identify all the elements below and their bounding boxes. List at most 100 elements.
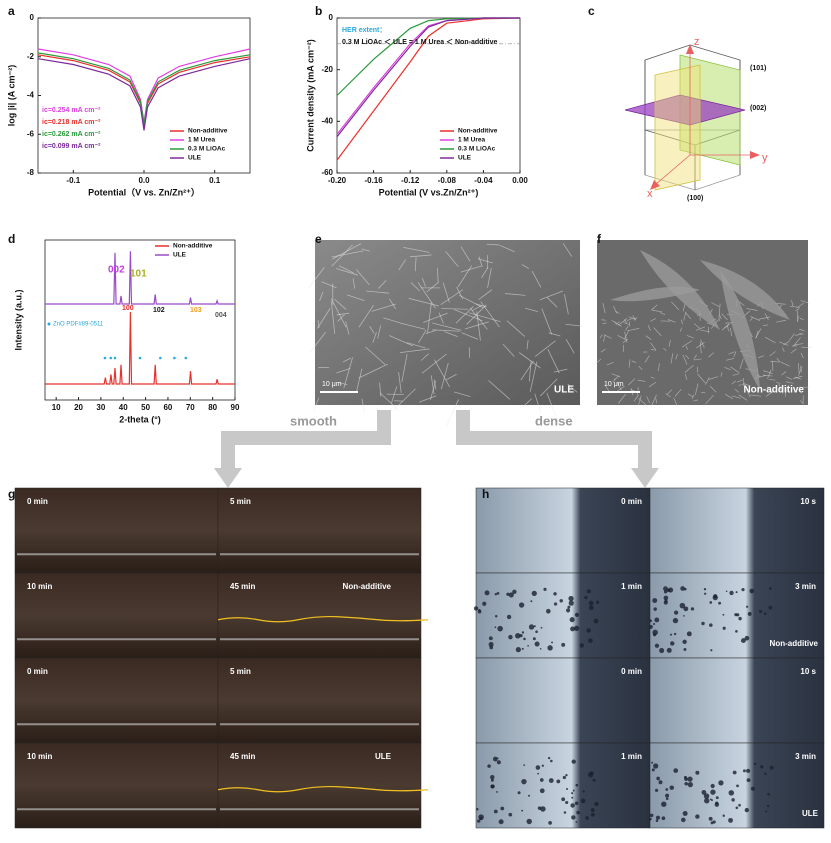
dendrite-spot — [575, 821, 578, 823]
sem-streak — [504, 293, 526, 296]
time-label: 0 min — [27, 667, 48, 676]
y-tick-label: 0 — [30, 13, 35, 22]
dendrite-spot — [515, 633, 521, 639]
sem-needle — [617, 335, 627, 340]
sem-needle — [633, 394, 639, 402]
sem-needle — [764, 313, 769, 321]
sem-label: Non-additive — [743, 385, 804, 396]
dendrite-spot — [654, 788, 659, 792]
dendrite-spot — [735, 591, 738, 594]
sem-needle — [764, 336, 776, 344]
reference-marker — [159, 356, 162, 360]
sem-needle — [627, 378, 636, 386]
dendrite-spot — [571, 792, 574, 795]
series-line — [336, 17, 521, 161]
sem-streak — [421, 353, 447, 374]
micrograph — [475, 657, 651, 744]
sem-streak — [534, 340, 556, 357]
sem-needle — [794, 343, 804, 346]
sem-needle — [785, 381, 794, 384]
x-tick-label: 60 — [163, 403, 172, 412]
dendrite-spot — [740, 638, 746, 644]
dendrite-spot — [593, 618, 599, 624]
dendrite-spot — [508, 592, 514, 598]
sem-streak — [466, 304, 487, 325]
sem-needle — [638, 365, 643, 370]
dendrite-spot — [521, 631, 525, 634]
dendrite-spot — [728, 817, 733, 823]
sem-needle — [647, 324, 651, 331]
dendrite-spot — [477, 819, 481, 823]
sem-streak — [319, 291, 324, 302]
dendrite-spot — [535, 630, 538, 634]
legend-label: 0.3 M LiOAc — [458, 146, 496, 153]
dendrite-spot — [722, 613, 725, 616]
annotation: 002 — [108, 265, 125, 276]
x-tick-label: -0.12 — [401, 176, 420, 185]
reference-marker — [173, 356, 176, 360]
sem-streak — [356, 368, 363, 392]
dendrite-spot — [738, 616, 742, 621]
sem-needle — [611, 320, 617, 324]
sem-needle — [667, 319, 676, 323]
series-line — [336, 17, 520, 138]
sem-streak — [432, 322, 462, 331]
sem-streak — [379, 382, 382, 397]
dendrite-spot — [534, 641, 540, 647]
dendrite-spot — [526, 818, 532, 825]
sem-streak — [343, 357, 353, 389]
sem-needle — [602, 302, 606, 314]
panel-label: g — [8, 487, 15, 501]
dendrite-spot — [587, 772, 594, 778]
dendrite-spot — [565, 800, 569, 805]
dendrite-spot — [718, 780, 724, 786]
panel-label: f — [597, 232, 602, 246]
time-label: 5 min — [230, 667, 251, 676]
dendrite-spot — [484, 590, 490, 596]
dendrite-spot — [537, 806, 542, 810]
annotation: 101 — [130, 269, 147, 280]
scale-bar — [602, 391, 640, 393]
sem-needle — [776, 357, 781, 363]
sem-needle — [725, 358, 735, 361]
micrograph — [649, 657, 825, 744]
dendrite-spot — [732, 770, 737, 775]
sem-needle — [617, 318, 628, 326]
dendrite-spot — [574, 801, 579, 806]
dendrite-spot — [731, 798, 735, 802]
reference-marker — [109, 356, 113, 360]
sem-streak — [313, 397, 320, 411]
sem-streak — [478, 289, 493, 300]
dendrite-spot — [744, 635, 750, 641]
sem-streak — [460, 265, 482, 273]
dendrite-spot — [665, 797, 669, 801]
sem-needle — [708, 352, 714, 358]
sem-streak — [440, 289, 464, 306]
sem-needle — [652, 309, 663, 313]
sem-needle — [800, 352, 804, 359]
dendrite-spot — [767, 804, 770, 808]
dendrite-spot — [728, 790, 735, 796]
sem-streak — [331, 244, 353, 267]
sem-needle — [646, 396, 651, 404]
dendrite-spot — [500, 806, 505, 811]
annotation: 100 — [122, 305, 134, 312]
dendrite-spot — [664, 599, 668, 603]
time-label: 0 min — [621, 667, 642, 676]
dendrite-spot — [595, 600, 600, 604]
dendrite-spot — [651, 768, 655, 772]
dendrite-spot — [722, 626, 726, 630]
time-label: 0 min — [27, 497, 48, 506]
sem-needle — [650, 348, 656, 351]
dendrite-spot — [704, 798, 710, 804]
sem-needle — [763, 370, 773, 374]
dendrite-spot — [710, 649, 713, 652]
dendrite-spot — [725, 590, 728, 593]
dendrite-spot — [588, 638, 593, 644]
dendrite-spot — [563, 811, 567, 814]
sem-streak — [446, 373, 457, 381]
series-line — [45, 311, 235, 385]
x-tick-label: -0.08 — [438, 176, 457, 185]
sem-needle — [685, 355, 690, 360]
dendrite-spot — [590, 812, 595, 817]
